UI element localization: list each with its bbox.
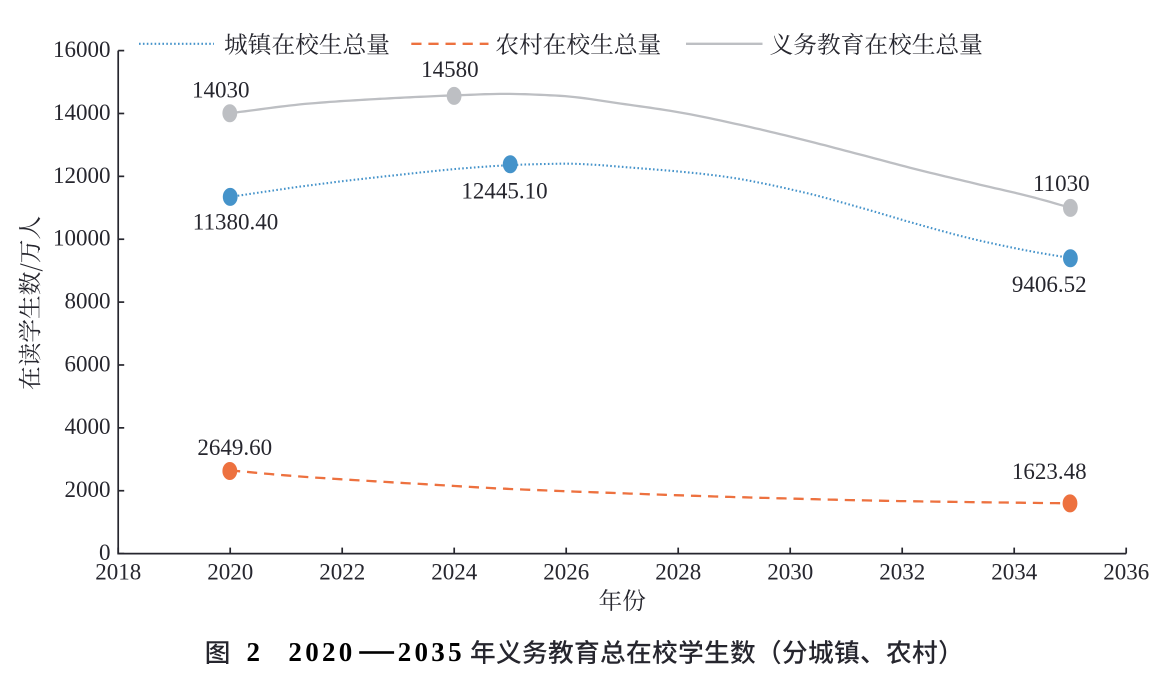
svg-text:11030: 11030 xyxy=(1033,171,1090,196)
svg-text:2: 2 xyxy=(247,637,264,667)
svg-text:2034: 2034 xyxy=(991,560,1038,585)
svg-text:2024: 2024 xyxy=(431,560,478,585)
svg-text:2022: 2022 xyxy=(319,560,365,585)
svg-text:2026: 2026 xyxy=(543,560,589,585)
svg-text:2035: 2035 xyxy=(398,637,465,667)
svg-text:11380.40: 11380.40 xyxy=(193,210,278,235)
svg-text:2020: 2020 xyxy=(288,637,355,667)
svg-text:6000: 6000 xyxy=(65,351,111,376)
svg-text:2030: 2030 xyxy=(767,560,813,585)
svg-text:14580: 14580 xyxy=(421,57,479,82)
svg-text:4000: 4000 xyxy=(65,414,111,439)
svg-text:2020: 2020 xyxy=(207,560,253,585)
svg-text:2018: 2018 xyxy=(95,560,141,585)
svg-text:2649.60: 2649.60 xyxy=(197,435,272,460)
svg-text:2032: 2032 xyxy=(879,560,925,585)
svg-text:2036: 2036 xyxy=(1103,560,1149,585)
svg-text:10000: 10000 xyxy=(53,226,111,251)
svg-text:1623.48: 1623.48 xyxy=(1012,459,1087,484)
svg-text:8000: 8000 xyxy=(65,289,111,314)
svg-text:12000: 12000 xyxy=(53,163,111,188)
svg-text:14000: 14000 xyxy=(53,100,111,125)
svg-text:16000: 16000 xyxy=(53,37,111,62)
svg-text:12445.10: 12445.10 xyxy=(461,178,547,203)
svg-text:9406.52: 9406.52 xyxy=(1012,272,1087,297)
svg-text:2028: 2028 xyxy=(655,560,701,585)
svg-text:0: 0 xyxy=(99,540,111,565)
svg-text:14030: 14030 xyxy=(192,77,250,102)
svg-text:2000: 2000 xyxy=(65,477,111,502)
